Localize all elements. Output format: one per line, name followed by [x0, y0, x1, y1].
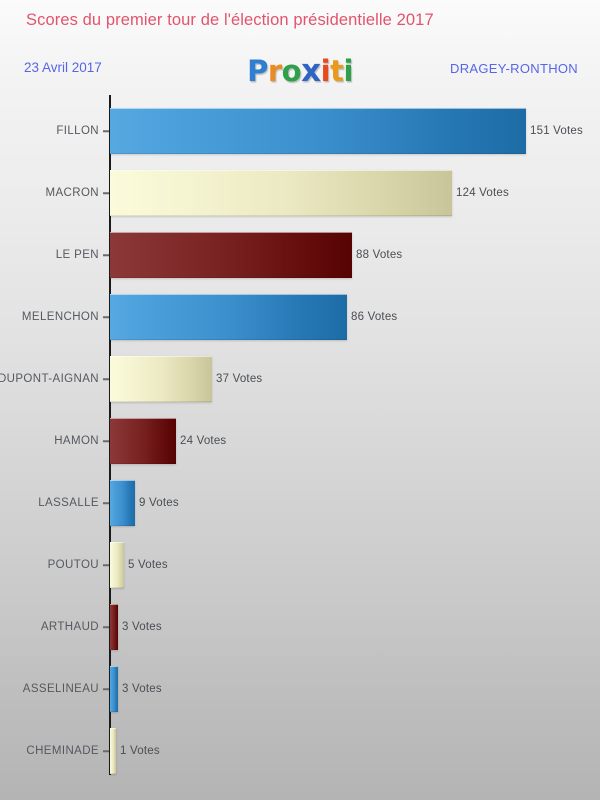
- axis-tick: [103, 316, 109, 318]
- vote-count-label: 3 Votes: [122, 621, 162, 633]
- logo-letter-x: x: [301, 53, 321, 89]
- logo-letter-i2: i: [343, 54, 353, 88]
- vote-count-label: 24 Votes: [180, 435, 227, 447]
- axis-tick: [103, 502, 109, 504]
- candidate-label: MACRON: [45, 187, 99, 199]
- vote-count-label: 124 Votes: [456, 187, 509, 199]
- vote-count-label: 5 Votes: [128, 559, 168, 571]
- candidate-label: POUTOU: [47, 559, 99, 571]
- vote-count-label: 1 Votes: [120, 745, 160, 757]
- candidate-label: CHEMINADE: [26, 745, 99, 757]
- vote-bar[interactable]: [110, 728, 116, 774]
- candidate-label: FILLON: [56, 125, 99, 137]
- axis-tick: [103, 130, 109, 132]
- logo-letter-o: o: [281, 54, 302, 88]
- axis-tick: [103, 750, 109, 752]
- vote-count-label: 3 Votes: [122, 683, 162, 695]
- vote-count-label: 86 Votes: [351, 311, 398, 323]
- axis-tick: [103, 626, 109, 628]
- vote-bar[interactable]: [110, 356, 212, 402]
- vote-bar[interactable]: [110, 418, 176, 464]
- candidate-label: LASSALLE: [38, 497, 99, 509]
- logo-letter-p: P: [247, 54, 268, 88]
- election-date: 23 Avril 2017: [24, 60, 102, 75]
- header-meta-row: 23 Avril 2017 Proxiti DRAGEY-RONTHON: [0, 53, 600, 89]
- vote-bar[interactable]: [110, 294, 347, 340]
- candidate-label: MELENCHON: [21, 311, 99, 323]
- candidate-label: LE PEN: [55, 249, 99, 261]
- logo-letter-i1: i: [320, 54, 331, 88]
- vote-bar[interactable]: [110, 480, 135, 526]
- axis-tick: [103, 378, 109, 380]
- logo-letter-t: t: [330, 54, 344, 88]
- page-title: Scores du premier tour de l'élection pré…: [26, 11, 434, 29]
- vote-count-label: 151 Votes: [530, 125, 583, 137]
- axis-tick: [103, 564, 109, 566]
- vote-bar[interactable]: [110, 232, 352, 278]
- candidate-label: DUPONT-AIGNAN: [0, 373, 99, 385]
- vote-count-label: 88 Votes: [356, 249, 403, 261]
- logo-letter-r: r: [267, 54, 282, 88]
- vote-bar[interactable]: [110, 666, 118, 712]
- commune-name: DRAGEY-RONTHON: [450, 61, 578, 76]
- vote-count-label: 9 Votes: [139, 497, 179, 509]
- category-axis-line: [109, 95, 111, 775]
- candidate-label: ARTHAUD: [40, 621, 99, 633]
- axis-tick: [103, 688, 109, 690]
- axis-tick: [103, 192, 109, 194]
- candidate-label: HAMON: [54, 435, 99, 447]
- vote-count-label: 37 Votes: [216, 373, 263, 385]
- proxiti-logo: Proxiti: [0, 53, 600, 89]
- vote-bar[interactable]: [110, 604, 118, 650]
- candidate-label: ASSELINEAU: [22, 683, 99, 695]
- vote-bar[interactable]: [110, 108, 526, 154]
- axis-tick: [103, 440, 109, 442]
- vote-bar[interactable]: [110, 170, 452, 216]
- vote-bar[interactable]: [110, 542, 124, 588]
- axis-tick: [103, 254, 109, 256]
